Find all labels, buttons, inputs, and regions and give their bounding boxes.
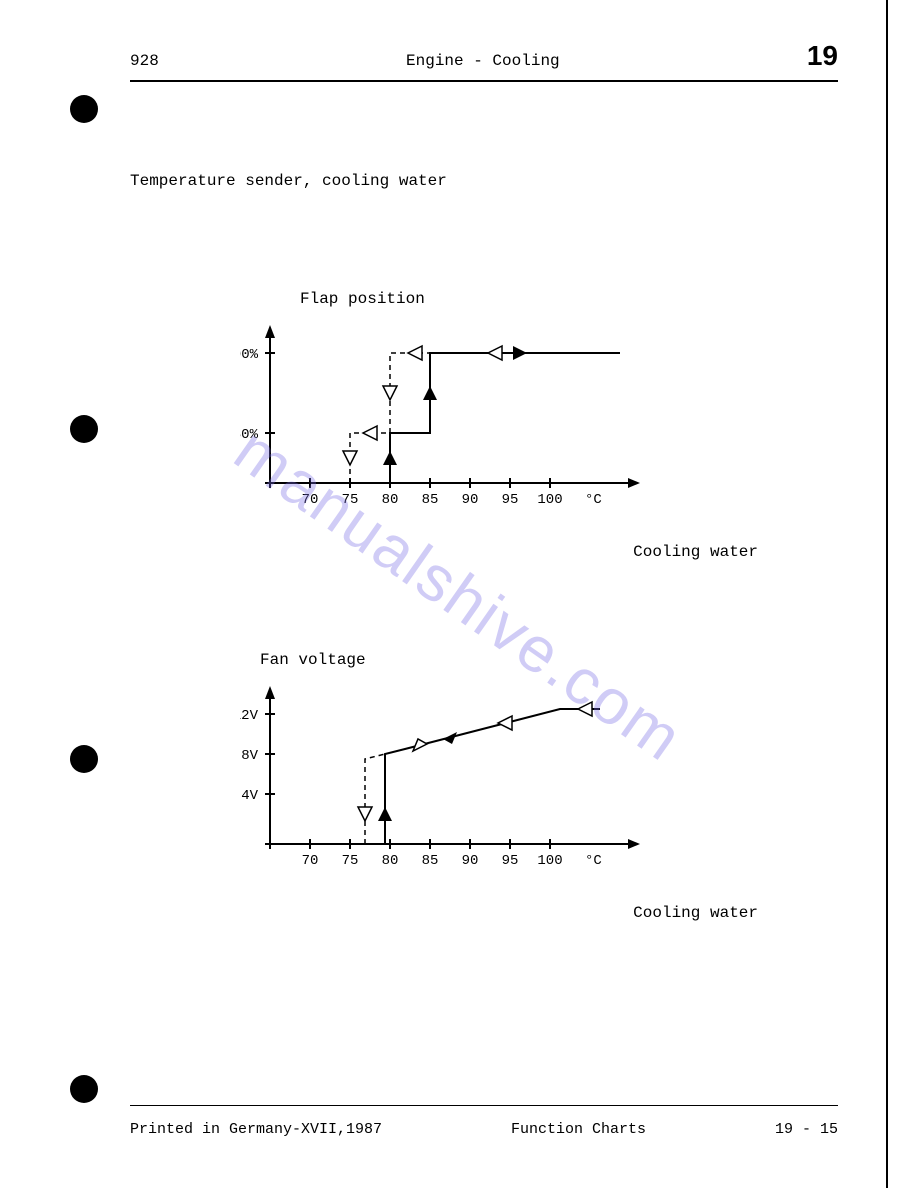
svg-text:80: 80 (382, 492, 399, 508)
svg-text:12V: 12V (240, 708, 259, 724)
svg-text:75: 75 (342, 492, 359, 508)
chart2-svg: 12V 8V 4V 70 75 80 85 90 95 100 °C (240, 684, 660, 899)
section-title: Engine - Cooling (406, 52, 560, 70)
chart2-x-label: Cooling water (240, 904, 758, 922)
svg-text:95: 95 (502, 492, 519, 508)
svg-text:100: 100 (537, 853, 562, 869)
svg-text:85: 85 (422, 853, 439, 869)
model-number: 928 (130, 52, 159, 70)
page-footer: Printed in Germany-XVII,1987 Function Ch… (130, 1105, 838, 1138)
svg-text:°C: °C (585, 853, 602, 869)
punch-hole-icon (70, 415, 98, 443)
page-content: 928 Engine - Cooling 19 Temperature send… (0, 0, 918, 1188)
footer-right: 19 - 15 (775, 1121, 838, 1138)
fan-voltage-chart: Fan voltage 12V 8V 4V 70 75 80 85 90 95 100 °C C… (240, 651, 858, 922)
svg-text:70: 70 (302, 492, 319, 508)
svg-text:70: 70 (302, 853, 319, 869)
svg-text:85: 85 (422, 492, 439, 508)
footer-left: Printed in Germany-XVII,1987 (130, 1121, 382, 1138)
page-header: 928 Engine - Cooling 19 (130, 40, 838, 82)
svg-text:4V: 4V (241, 788, 258, 804)
svg-text:90: 90 (462, 853, 479, 869)
svg-text:30%: 30% (240, 427, 259, 443)
svg-text:100%: 100% (240, 347, 259, 363)
chart1-svg: 100% 30% 70 75 80 85 90 95 100 °C (240, 323, 660, 538)
punch-hole-icon (70, 1075, 98, 1103)
chart1-x-label: Cooling water (240, 543, 758, 561)
svg-text:80: 80 (382, 853, 399, 869)
flap-position-chart: Flap position 100% 30% 70 75 80 85 90 95 100 °… (240, 290, 858, 561)
svg-text:75: 75 (342, 853, 359, 869)
footer-center: Function Charts (511, 1121, 646, 1138)
chart1-title: Flap position (300, 290, 858, 308)
chapter-number: 19 (807, 40, 838, 72)
svg-text:8V: 8V (241, 748, 258, 764)
svg-text:95: 95 (502, 853, 519, 869)
punch-hole-icon (70, 95, 98, 123)
svg-text:°C: °C (585, 492, 602, 508)
chart2-title: Fan voltage (260, 651, 858, 669)
punch-hole-icon (70, 745, 98, 773)
svg-text:90: 90 (462, 492, 479, 508)
page-subtitle: Temperature sender, cooling water (130, 172, 858, 190)
svg-text:100: 100 (537, 492, 562, 508)
